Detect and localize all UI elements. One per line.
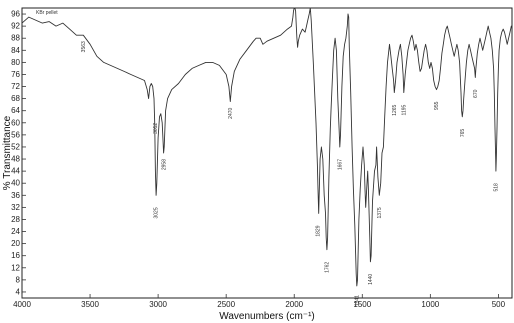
y-tick-label: 40 xyxy=(11,179,20,188)
y-tick-label: 16 xyxy=(11,251,20,260)
y-tick-label: 8 xyxy=(16,275,21,284)
peak-label: 1829 xyxy=(316,225,322,236)
peak-label: 670 xyxy=(473,89,479,98)
y-tick-label: 56 xyxy=(11,130,20,139)
peak-label: 3025 xyxy=(154,207,160,218)
y-tick-label: 60 xyxy=(11,118,20,127)
plot-frame xyxy=(21,7,513,299)
x-tick-label: 3500 xyxy=(81,300,99,309)
peak-label: 1265 xyxy=(392,104,398,115)
peak-label: 2470 xyxy=(228,107,234,118)
legend-text: KBr pellet xyxy=(36,10,58,16)
y-tick-label: 80 xyxy=(11,58,20,67)
x-axis-ticks: 4000 3500 3000 2500 2000 1500 1000 500 xyxy=(13,294,506,309)
x-tick-label: 500 xyxy=(492,300,506,309)
spectrum-line xyxy=(21,7,512,287)
peak-label: 3052 xyxy=(153,123,159,134)
y-tick-label: 36 xyxy=(11,191,20,200)
x-axis-label: Wavenumbers (cm⁻¹) xyxy=(219,311,314,322)
peak-label: 1541 xyxy=(354,295,360,306)
y-tick-label: 20 xyxy=(11,239,20,248)
y-tick-label: 48 xyxy=(11,155,20,164)
peak-label: 1440 xyxy=(368,274,374,285)
peak-label: 1375 xyxy=(377,207,383,218)
x-tick-label: 2000 xyxy=(285,300,303,309)
y-tick-label: 72 xyxy=(11,82,20,91)
x-tick-label: 4000 xyxy=(13,300,31,309)
y-tick-label: 92 xyxy=(11,22,20,31)
peak-labels: 3563 3052 3025 2958 2470 1829 1762 1667 1541 1440… xyxy=(81,41,500,306)
y-tick-label: 52 xyxy=(11,142,20,151)
x-tick-label: 1500 xyxy=(353,300,371,309)
y-tick-label: 12 xyxy=(11,263,20,272)
peak-label: 1195 xyxy=(401,104,407,115)
peak-label: 1667 xyxy=(337,159,343,170)
y-tick-label: 68 xyxy=(11,94,20,103)
peak-label: 518 xyxy=(493,183,499,192)
y-tick-label: 84 xyxy=(11,46,20,55)
y-tick-label: 76 xyxy=(11,70,20,79)
y-tick-label: 96 xyxy=(11,10,20,19)
peak-label: 765 xyxy=(460,129,466,138)
legend: KBr pellet xyxy=(36,10,58,16)
peak-label: 1762 xyxy=(324,262,330,273)
y-tick-label: 32 xyxy=(11,203,20,212)
x-tick-label: 2500 xyxy=(217,300,235,309)
y-tick-label: 44 xyxy=(11,167,20,176)
x-tick-label: 1000 xyxy=(421,300,439,309)
peak-label: 3563 xyxy=(81,41,87,52)
peak-label: 955 xyxy=(434,101,440,110)
y-axis-label: % Transmittance xyxy=(2,115,13,190)
y-tick-label: 28 xyxy=(11,215,20,224)
y-tick-label: 24 xyxy=(11,227,20,236)
y-tick-label: 4 xyxy=(16,287,21,296)
y-tick-label: 64 xyxy=(11,106,20,115)
y-axis-ticks: 9692888480767268646056524844403632282420… xyxy=(11,10,26,296)
y-tick-label: 88 xyxy=(11,34,20,43)
x-tick-label: 3000 xyxy=(149,300,167,309)
peak-label: 2958 xyxy=(162,159,168,170)
